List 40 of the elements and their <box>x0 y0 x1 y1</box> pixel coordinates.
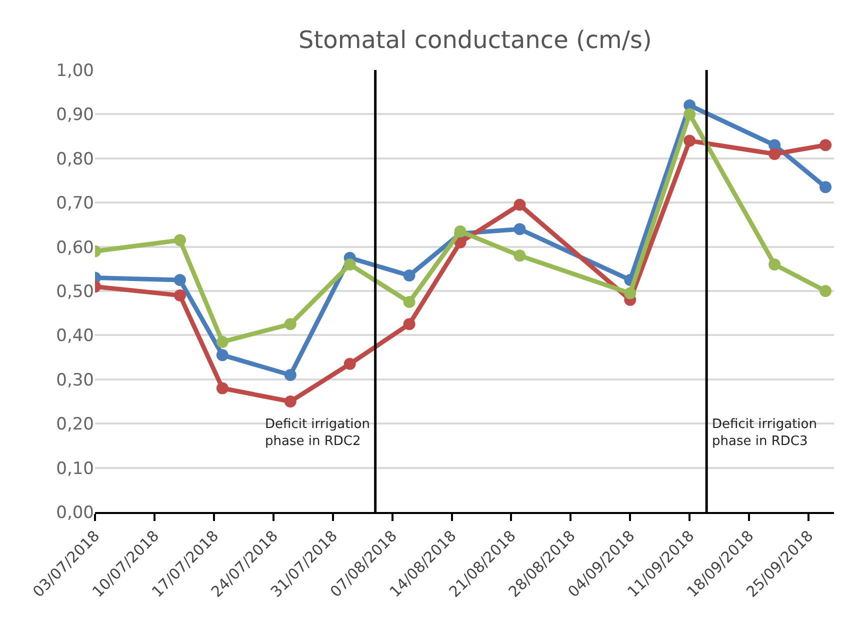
point <box>514 223 526 236</box>
point <box>344 358 356 370</box>
point <box>403 296 416 308</box>
point <box>624 287 636 300</box>
point <box>216 382 228 394</box>
y-tick-label: 0,30 <box>56 370 94 390</box>
point <box>174 274 186 286</box>
point <box>768 258 781 270</box>
point <box>820 139 832 152</box>
point <box>454 225 466 238</box>
point <box>684 134 696 147</box>
point <box>174 234 186 246</box>
y-tick-label: 0,20 <box>56 414 94 435</box>
y-tick-label: 0,00 <box>56 502 94 523</box>
ref-line-label: Deficit irrigation phase in RDC2 <box>265 417 370 449</box>
point <box>514 198 526 211</box>
point <box>768 148 781 160</box>
point <box>216 349 228 362</box>
ref-line-label: Deficit irrigation phase in RDC3 <box>712 417 817 449</box>
point <box>684 108 696 120</box>
point <box>284 368 296 381</box>
y-tick-label: 0,90 <box>56 105 94 126</box>
point <box>820 285 832 297</box>
point <box>403 318 416 330</box>
point <box>403 270 416 282</box>
point <box>284 318 296 330</box>
y-tick-label: 0,10 <box>56 458 94 479</box>
point <box>216 336 228 348</box>
chart-title: Stomatal conductance (cm/s) <box>298 26 652 54</box>
y-tick-label: 0,60 <box>56 238 94 258</box>
point <box>820 181 832 194</box>
y-tick-label: 0,50 <box>56 282 94 302</box>
y-tick-label: 0,80 <box>56 149 94 170</box>
y-tick-label: 0,70 <box>56 194 94 214</box>
y-tick-label: 0,40 <box>56 326 94 346</box>
y-tick-label: 1,00 <box>56 60 94 81</box>
point <box>284 396 296 408</box>
point <box>514 250 526 262</box>
point <box>174 289 186 302</box>
point <box>344 258 356 270</box>
